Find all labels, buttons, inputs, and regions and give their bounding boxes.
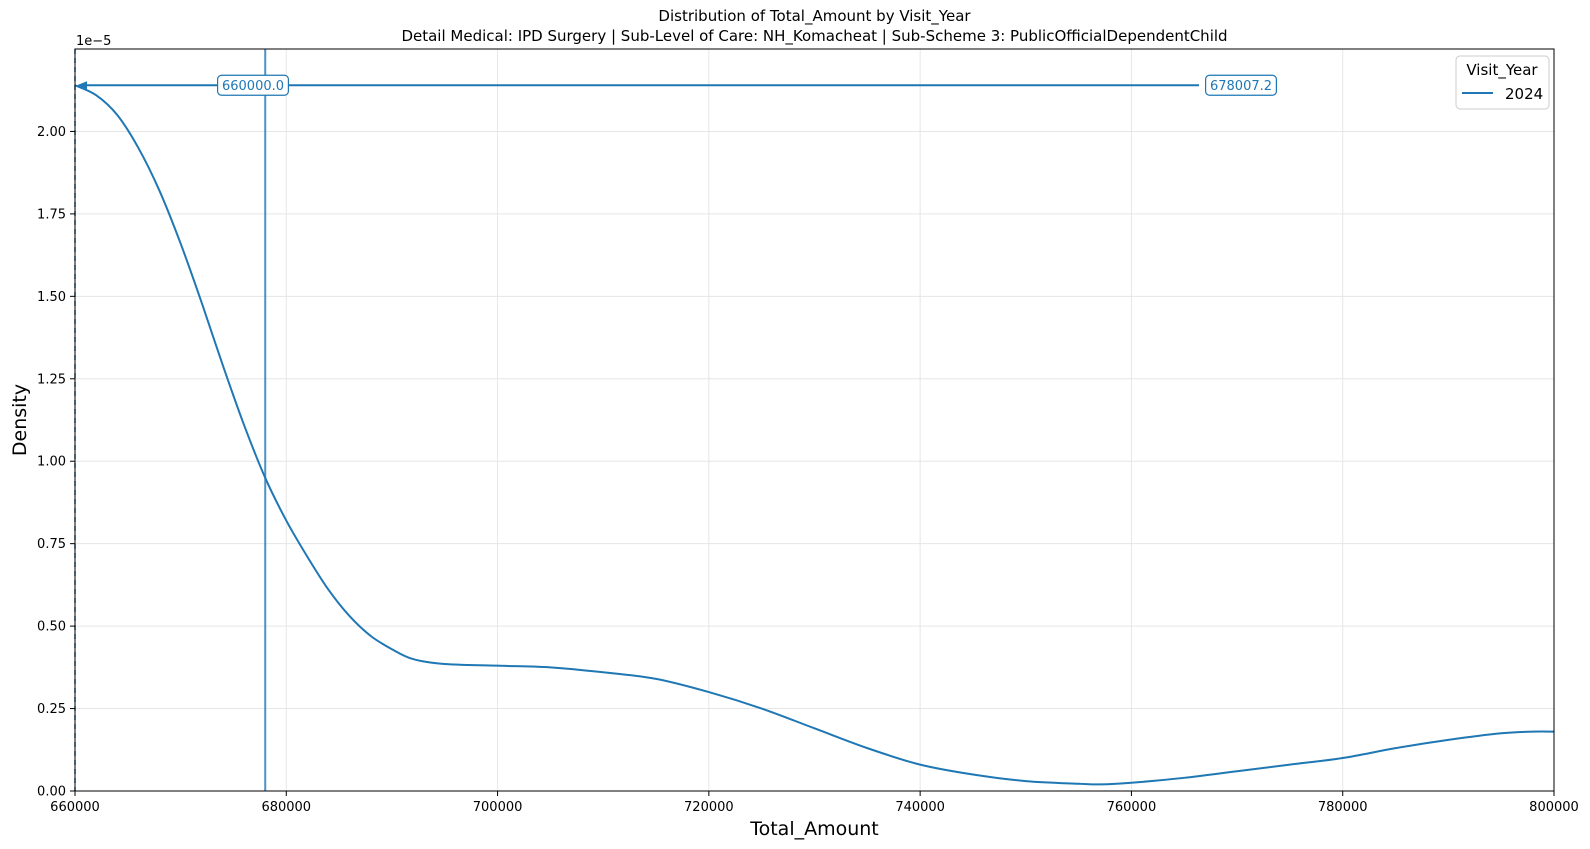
annotation-label-mean-box — [1204, 74, 1277, 96]
y-tick-label: 0.50 — [37, 620, 66, 635]
x-axis-ticks: 660000 680000 700000 720000 740000 760000 7800… — [50, 791, 1579, 815]
legend-box — [1455, 55, 1550, 110]
x-tick-label: 800000 — [1529, 800, 1579, 815]
y-tick-label: 0.00 — [37, 785, 66, 800]
legend: Visit_Year 2024 — [1455, 55, 1550, 110]
y-tick-label: 1.00 — [37, 455, 66, 470]
legend-title: Visit_Year — [1466, 61, 1538, 80]
x-tick-label: 720000 — [684, 800, 734, 815]
chart-title: Distribution of Total_Amount by Visit_Ye… — [658, 7, 971, 26]
annotation-arrow-head — [77, 81, 87, 90]
series-layer — [74, 84, 1555, 786]
x-axis-label: Total_Amount — [749, 818, 879, 840]
annotation-label-min: 660000.0 — [222, 79, 284, 94]
y-tick-label: 0.25 — [37, 702, 66, 717]
series-line-2024 — [74, 84, 1555, 786]
x-tick-label: 740000 — [895, 800, 945, 815]
x-tick-label: 660000 — [50, 800, 100, 815]
y-tick-label: 1.75 — [37, 207, 66, 222]
y-tick-label: 0.75 — [37, 537, 66, 552]
y-axis-label: Density — [9, 384, 31, 456]
y-tick-label: 2.00 — [37, 125, 66, 140]
legend-entry-2024: 2024 — [1505, 85, 1543, 103]
x-tick-label: 700000 — [473, 800, 523, 815]
y-tick-label: 1.25 — [37, 372, 66, 387]
x-tick-label: 680000 — [261, 800, 311, 815]
annotation-layer: 660000.0 678007.2 — [77, 74, 1277, 96]
y-axis-ticks: 0.00 0.25 0.50 0.75 1.00 1.25 1.50 1.75 2.00 — [37, 125, 75, 800]
x-tick-label: 780000 — [1318, 800, 1368, 815]
y-tick-label: 1.50 — [37, 290, 66, 305]
y-offset-label: 1e−5 — [76, 34, 111, 49]
x-tick-label: 760000 — [1107, 800, 1157, 815]
plot-frame — [74, 48, 1555, 792]
annotation-label-mean: 678007.2 — [1210, 79, 1272, 94]
annotation-label-min-box — [217, 74, 290, 96]
chart-subtitle: Detail Medical: IPD Surgery | Sub-Level … — [401, 27, 1227, 46]
